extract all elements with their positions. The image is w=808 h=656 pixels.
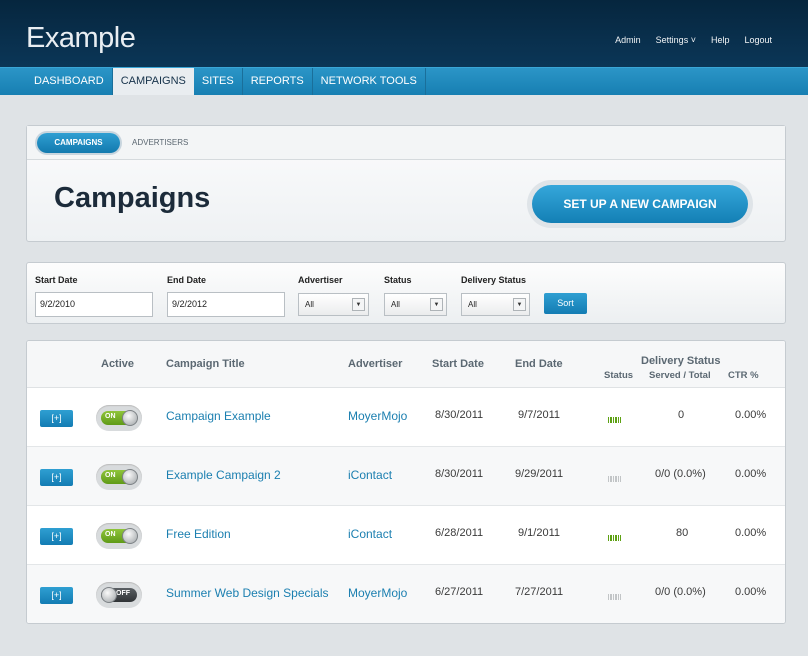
end-date-cell: 7/27/2011 (515, 586, 564, 598)
nav-dashboard[interactable]: DASHBOARD (26, 68, 113, 95)
new-campaign-button[interactable]: SET UP A NEW CAMPAIGN (532, 185, 748, 223)
toggle-label: ON (105, 472, 116, 479)
top-header: Example Admin Settings ˅ Help Logout (0, 0, 808, 67)
toggle-knob-icon (122, 410, 138, 426)
tab-campaigns[interactable]: CAMPAIGNS (37, 133, 120, 153)
toggle-knob-icon (101, 587, 117, 603)
toggle-knob-icon (122, 469, 138, 485)
chevron-down-icon: ▼ (430, 298, 443, 311)
campaign-title-link[interactable]: Summer Web Design Specials (166, 586, 329, 600)
top-links: Admin Settings ˅ Help Logout (615, 35, 772, 45)
advertiser-select[interactable]: All ▼ (298, 293, 369, 316)
nav-network-tools[interactable]: NETWORK TOOLS (313, 68, 426, 95)
start-date-label: Start Date (35, 275, 78, 285)
toggle-label: ON (105, 531, 116, 538)
status-select-value: All (391, 300, 400, 309)
ctr-cell: 0.00% (735, 527, 767, 539)
ctr-cell: 0.00% (735, 409, 767, 421)
table-row: [+] ON Example Campaign 2 iContact 8/30/… (27, 447, 785, 506)
logout-link[interactable]: Logout (744, 35, 772, 45)
end-date-cell: 9/1/2011 (518, 527, 561, 539)
tab-advertisers[interactable]: ADVERTISERS (132, 138, 189, 147)
advertiser-link[interactable]: iContact (348, 527, 393, 541)
chevron-down-icon: ▼ (352, 298, 365, 311)
filter-bar: Start Date 9/2/2010 End Date 9/2/2012 Ad… (26, 262, 786, 324)
header-status[interactable]: Status (604, 370, 634, 381)
header-advertiser[interactable]: Advertiser (348, 358, 403, 370)
advertiser-select-value: All (305, 300, 314, 309)
served-total-cell: 0 (678, 409, 685, 421)
status-label: Status (384, 275, 412, 285)
expand-button[interactable]: [+] (40, 587, 73, 604)
active-toggle[interactable]: OFF (96, 582, 142, 608)
toggle-label: OFF (116, 590, 130, 597)
expand-button[interactable]: [+] (40, 469, 73, 486)
start-date-cell: 6/27/2011 (435, 586, 484, 598)
advertiser-link[interactable]: MoyerMojo (348, 409, 408, 423)
campaigns-header-panel: CAMPAIGNS ADVERTISERS Campaigns SET UP A… (26, 125, 786, 242)
toggle-label: ON (105, 413, 116, 420)
status-bars-icon (608, 476, 622, 482)
nav-reports[interactable]: REPORTS (243, 68, 313, 95)
start-date-cell: 8/30/2011 (435, 409, 484, 421)
sub-tabs: CAMPAIGNS ADVERTISERS (27, 126, 785, 160)
active-toggle[interactable]: ON (96, 464, 142, 490)
active-toggle[interactable]: ON (96, 405, 142, 431)
table-row: [+] ON Free Edition iContact 6/28/2011 9… (27, 506, 785, 565)
status-bars-icon (608, 417, 622, 423)
header-campaign-title[interactable]: Campaign Title (166, 358, 245, 370)
delivery-status-label: Delivery Status (461, 275, 527, 285)
ctr-cell: 0.00% (735, 586, 767, 598)
advertiser-label: Advertiser (298, 275, 343, 285)
table-header: Active Campaign Title Advertiser Start D… (27, 341, 785, 388)
status-select[interactable]: All ▼ (384, 293, 447, 316)
end-date-cell: 9/7/2011 (518, 409, 561, 421)
campaigns-table: Active Campaign Title Advertiser Start D… (26, 340, 786, 624)
header-active[interactable]: Active (101, 358, 135, 370)
end-date-input[interactable]: 9/2/2012 (167, 292, 285, 317)
delivery-status-select[interactable]: All ▼ (461, 293, 530, 316)
served-total-cell: 0/0 (0.0%) (655, 586, 706, 598)
advertiser-link[interactable]: iContact (348, 468, 393, 482)
served-total-cell: 80 (676, 527, 689, 539)
end-date-cell: 9/29/2011 (515, 468, 564, 480)
campaign-title-link[interactable]: Example Campaign 2 (166, 468, 281, 482)
ctr-cell: 0.00% (735, 468, 767, 480)
admin-link[interactable]: Admin (615, 35, 641, 45)
nav-sites[interactable]: SITES (194, 68, 243, 95)
chevron-down-icon: ▼ (513, 298, 526, 311)
advertiser-link[interactable]: MoyerMojo (348, 586, 408, 600)
header-served-total[interactable]: Served / Total (649, 370, 711, 381)
campaign-title-link[interactable]: Free Edition (166, 527, 231, 541)
active-toggle[interactable]: ON (96, 523, 142, 549)
app-logo[interactable]: Example (26, 22, 136, 54)
page-title: Campaigns (54, 182, 211, 214)
nav-campaigns[interactable]: CAMPAIGNS (112, 68, 194, 95)
header-end-date[interactable]: End Date (515, 358, 563, 370)
start-date-cell: 6/28/2011 (435, 527, 484, 539)
help-link[interactable]: Help (710, 35, 730, 45)
served-total-cell: 0/0 (0.0%) (655, 468, 706, 480)
toggle-knob-icon (122, 528, 138, 544)
expand-button[interactable]: [+] (40, 528, 73, 545)
main-nav: DASHBOARD CAMPAIGNS SITES REPORTS NETWOR… (0, 67, 808, 95)
sort-button[interactable]: Sort (544, 293, 587, 314)
header-delivery-status: Delivery Status (641, 355, 721, 367)
table-row: [+] ON Campaign Example MoyerMojo 8/30/2… (27, 388, 785, 447)
delivery-status-select-value: All (468, 300, 477, 309)
start-date-cell: 8/30/2011 (435, 468, 484, 480)
settings-menu[interactable]: Settings ˅ (655, 35, 696, 45)
campaign-title-link[interactable]: Campaign Example (166, 409, 271, 423)
header-start-date[interactable]: Start Date (432, 358, 484, 370)
end-date-label: End Date (167, 275, 207, 285)
expand-button[interactable]: [+] (40, 410, 73, 427)
table-row: [+] OFF Summer Web Design Specials Moyer… (27, 565, 785, 623)
status-bars-icon (608, 594, 622, 600)
start-date-input[interactable]: 9/2/2010 (35, 292, 153, 317)
status-bars-icon (608, 535, 622, 541)
header-ctr[interactable]: CTR % (728, 370, 759, 381)
new-campaign-button-frame: SET UP A NEW CAMPAIGN (527, 180, 753, 228)
